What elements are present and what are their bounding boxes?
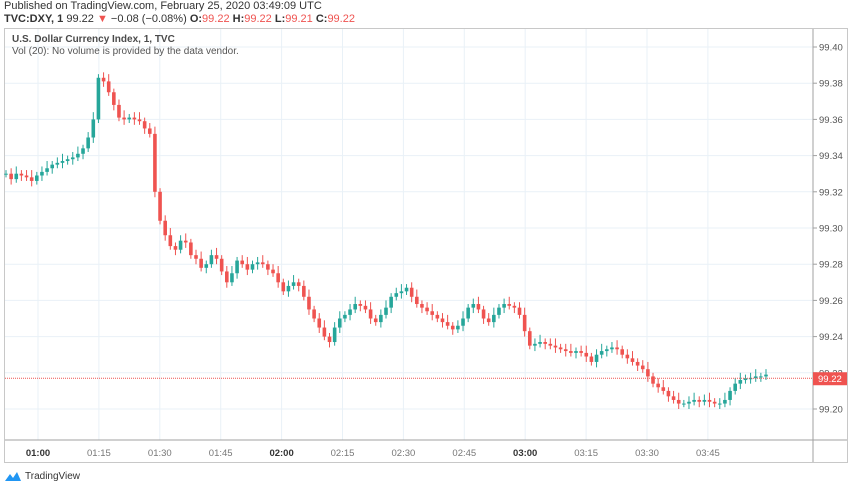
svg-text:02:15: 02:15 [331, 448, 355, 459]
svg-text:99.20: 99.20 [819, 405, 843, 416]
svg-text:99.30: 99.30 [819, 224, 843, 235]
price-change: −0.08 (−0.08%) [110, 13, 187, 25]
svg-text:01:45: 01:45 [209, 448, 233, 459]
svg-text:99.28: 99.28 [819, 260, 843, 271]
svg-text:02:30: 02:30 [392, 448, 416, 459]
svg-text:01:30: 01:30 [148, 448, 172, 459]
svg-text:99.22: 99.22 [818, 374, 842, 385]
svg-text:02:00: 02:00 [269, 448, 293, 459]
svg-text:99.36: 99.36 [819, 115, 843, 126]
close-value: 99.22 [327, 13, 355, 25]
symbol-line: TVC:DXY, 1 99.22 ▼ −0.08 (−0.08%) O:99.2… [4, 13, 355, 25]
svg-text:99.26: 99.26 [819, 296, 843, 307]
svg-text:99.40: 99.40 [819, 43, 843, 54]
svg-text:99.32: 99.32 [819, 187, 843, 198]
svg-text:03:30: 03:30 [635, 448, 659, 459]
high-value: 99.22 [244, 13, 272, 25]
symbol-name: TVC:DXY, 1 [4, 13, 64, 25]
published-caption: Published on TradingView.com, February 2… [4, 0, 322, 12]
svg-text:01:00: 01:00 [26, 448, 50, 459]
volume-legend: Vol (20): No volume is provided by the d… [12, 46, 239, 57]
low-value: 99.21 [285, 13, 313, 25]
svg-text:02:45: 02:45 [452, 448, 476, 459]
brand-name: TradingView [25, 470, 81, 482]
svg-text:99.38: 99.38 [819, 79, 843, 90]
low-label: L: [274, 13, 286, 25]
svg-text:99.34: 99.34 [819, 151, 843, 162]
svg-text:03:45: 03:45 [696, 448, 720, 459]
tradingview-logo[interactable]: TradingView [4, 470, 80, 482]
open-value: 99.22 [202, 13, 230, 25]
svg-text:03:15: 03:15 [574, 448, 598, 459]
svg-text:03:00: 03:00 [513, 448, 537, 459]
close-label: C: [315, 13, 328, 25]
tradingview-logo-icon [5, 472, 21, 481]
chart-legend-title: U.S. Dollar Currency Index, 1, TVC [12, 34, 175, 45]
svg-text:99.24: 99.24 [819, 332, 843, 343]
open-label: O: [189, 13, 203, 25]
svg-text:01:15: 01:15 [87, 448, 111, 459]
chart-frame [4, 28, 848, 463]
last-price: 99.22 [66, 13, 94, 25]
high-label: H: [232, 13, 245, 25]
down-arrow-icon: ▼ [96, 13, 108, 25]
